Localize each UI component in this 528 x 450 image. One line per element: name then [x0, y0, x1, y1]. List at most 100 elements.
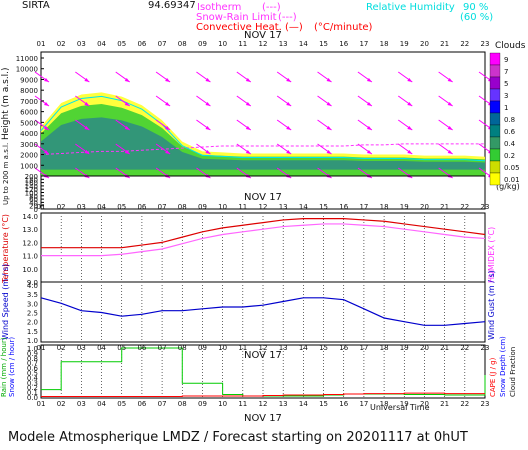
cloud-scale-swatch	[489, 160, 501, 174]
hour-label: 08	[178, 40, 187, 48]
hour-label: 19	[400, 400, 409, 408]
isotherm-line	[40, 143, 485, 156]
hour-label: 20	[420, 40, 429, 48]
wind-arrow-head	[124, 102, 130, 106]
hour-label: 19	[400, 344, 409, 352]
hour-label: 11	[238, 203, 247, 211]
hour-label: 10	[218, 40, 227, 48]
y-tick-label: 2.5	[27, 310, 38, 318]
y-tick-label: 9.0	[27, 279, 38, 287]
series-line	[41, 218, 486, 249]
wind-arrow-head	[84, 102, 90, 106]
y-tick-label: 1.0	[27, 345, 38, 353]
hour-label: 18	[380, 400, 389, 408]
series-line	[40, 297, 486, 326]
snow-axis-label: Snow (cm / hour)	[8, 337, 16, 397]
cloud-fraction-axis-label: Cloud Fraction	[509, 347, 517, 397]
hour-label: 07	[158, 40, 167, 48]
y-tick-label: 4.0	[27, 282, 38, 290]
hour-label: 14	[299, 40, 308, 48]
cloud-scale-label: 9	[504, 56, 508, 64]
wind-arrow-head	[245, 78, 251, 82]
cloud-colorbar: Clouds (g/kg) 9 7 5 3 1 0.8 0.6 0.4 0.2 0.05 0.01	[489, 41, 526, 191]
height-tick-label: 9000	[20, 76, 38, 84]
wind-arrow-head	[407, 126, 413, 130]
hour-label: 03	[77, 344, 86, 352]
hour-label: 03	[77, 40, 86, 48]
hour-label: 17	[359, 344, 368, 352]
wind-arrow-head	[366, 78, 372, 82]
snow-depth-axis-label: Snow Depth (cm)	[499, 336, 507, 397]
hour-label: 04	[97, 400, 106, 408]
height-tick-label: 3000	[20, 141, 38, 149]
cloud-scale-label: 3	[504, 92, 508, 100]
hour-label: 08	[178, 400, 187, 408]
hour-row-bottom: 01 02 03 04 05 06 07 08 09 10 11 12 13 14 15 16 17 18 19 20…	[37, 400, 490, 408]
hour-label: 07	[158, 400, 167, 408]
hour-label: 20	[420, 203, 429, 211]
wind-arrow-head	[407, 102, 413, 106]
hour-label: 09	[198, 400, 207, 408]
wind-arrow-head	[84, 78, 90, 82]
y-tick-label: 3.0	[27, 300, 38, 308]
hour-label: 08	[178, 203, 187, 211]
wind-arrow-head	[326, 150, 332, 154]
hour-label: 23	[481, 203, 490, 211]
cape-axis-label: CAPE (J / g)	[489, 357, 497, 397]
hour-label: 21	[440, 344, 449, 352]
height-tick-label: 10000	[16, 66, 38, 74]
cloud-scale-swatch	[489, 148, 501, 162]
legend-rh-60: (60 %)	[460, 12, 493, 23]
humidity-contour	[40, 95, 486, 162]
y-tick-label: 0.4	[27, 374, 39, 382]
height-tick-label: 2000	[20, 152, 38, 160]
cloud-scale-label: 0.8	[504, 116, 515, 124]
wind-arrow-head	[326, 102, 332, 106]
hour-label: 04	[97, 203, 106, 211]
hour-label: 17	[359, 203, 368, 211]
hour-label: 13	[279, 40, 288, 48]
wind-arrow-head	[407, 150, 413, 154]
cloud-scale-swatch	[489, 124, 501, 138]
y-tick-label: 0.8	[27, 355, 38, 363]
hour-label: 23	[481, 400, 490, 408]
wind-arrow-head	[84, 150, 90, 154]
wind-arrow-head	[286, 78, 292, 82]
wind-arrow-head	[84, 126, 90, 130]
hour-label: 01	[37, 400, 46, 408]
date-label-rain: NOV 17	[244, 350, 282, 361]
cloud-scale-label: 0.4	[504, 140, 516, 148]
wind-arrow-head	[44, 102, 49, 106]
wind-arrow-head	[124, 126, 130, 130]
hour-label: 16	[339, 40, 348, 48]
wind-gust-axis-label: Wind Gust (m / s)	[487, 270, 496, 340]
hour-label: 15	[319, 344, 328, 352]
y-tick-label: 10.0	[22, 266, 38, 274]
y-tick-label: 11.0	[22, 253, 38, 261]
hour-label: 04	[97, 40, 106, 48]
hour-row-temp: 01 02 03 04 05 06 07 08 09 10 11 12 13 14 15 16 17 18 19 20…	[37, 203, 490, 211]
date-label-top: NOV 17	[244, 30, 282, 41]
hour-label: 09	[198, 203, 207, 211]
hour-label: 10	[218, 344, 227, 352]
hour-label: 22	[460, 40, 469, 48]
height-tick-label: 180	[25, 176, 38, 184]
height-tick-label: 40	[29, 199, 38, 207]
hour-label: 23	[481, 344, 490, 352]
wind-arrow-head	[326, 78, 332, 82]
y-tick-label: 12.0	[22, 239, 38, 247]
cloud-y-ticks: 1100010000900080007000600050004000300020…	[16, 55, 44, 214]
hour-label: 17	[359, 400, 368, 408]
clouds-title: Clouds	[495, 41, 526, 51]
hour-label: 02	[57, 40, 66, 48]
height-tick-label: 7000	[20, 98, 38, 106]
rain-panel: 1.00.90.80.70.60.50.40.30.20.10.0 NOV 17…	[0, 336, 517, 424]
temperature-axis-label: Temperature (°C)	[1, 214, 10, 284]
legend-isotherm-mark: (---)	[262, 2, 281, 13]
hour-label: 06	[137, 40, 146, 48]
wind-arrow-head	[44, 78, 49, 82]
height-tick-label: 6000	[20, 109, 38, 117]
hour-label: 20	[420, 344, 429, 352]
hour-label: 19	[400, 40, 409, 48]
